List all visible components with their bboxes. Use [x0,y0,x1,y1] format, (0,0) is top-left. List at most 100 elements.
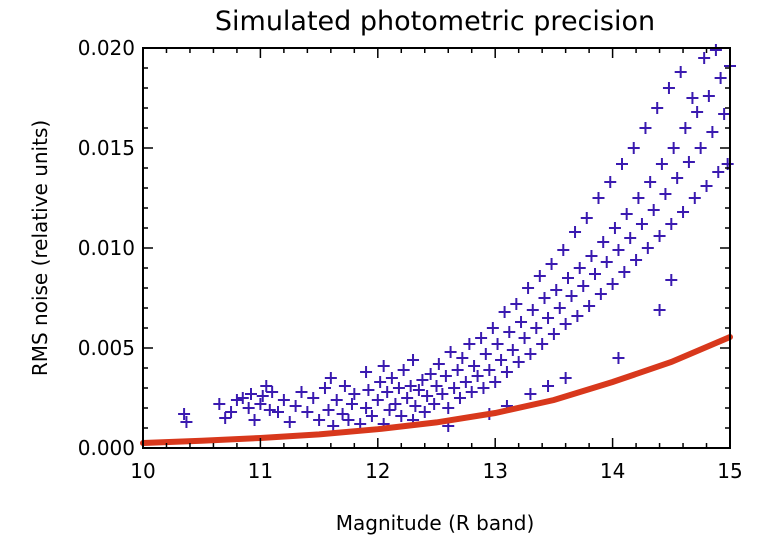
scatter-point [327,420,340,432]
scatter-point [515,316,528,328]
scatter-point [498,306,511,318]
scatter-point [620,208,633,220]
scatter-point [260,380,273,392]
scatter-point [336,408,349,420]
scatter-point [709,44,722,56]
scatter-point [313,414,326,426]
scatter-point [524,348,537,360]
scatter-point [225,406,238,418]
scatter-point [533,270,546,282]
scatter-point [381,386,394,398]
scatter-point [594,288,607,300]
scatter-point [545,258,558,270]
scatter-point [530,322,543,334]
scatter-point [236,392,249,404]
scatter-point [471,370,484,382]
scatter-point [580,212,593,224]
scatter-point [635,218,648,230]
scatter-point [263,404,276,416]
scatter-point [706,126,719,138]
scatter-point [444,346,457,358]
scatter-point [178,408,191,420]
scatter-point [256,390,269,402]
scatter-point [651,102,664,114]
scatter-point [486,322,499,334]
scatter-point [465,386,478,398]
scatter-point [412,384,425,396]
y-tick-label: 0.010 [78,236,135,260]
x-tick-label: 14 [600,459,625,483]
scatter-point [674,66,687,78]
scatter-point [682,156,695,168]
scatter-point [389,398,402,410]
scatter-point [392,382,405,394]
scatter-point [424,368,437,380]
scatter-point [254,398,267,410]
scatter-point [510,298,523,310]
scatter-point [318,382,331,394]
scatter-point [503,326,516,338]
scatter-point [592,192,605,204]
scatter-point [436,388,449,400]
scatter-point [632,192,645,204]
scatter-point [432,358,445,370]
scatter-point [665,218,678,230]
scatter-point [289,400,302,412]
scatter-point [677,206,690,218]
scatter-point [451,364,464,376]
scatter-point [526,304,539,316]
scatter-point [374,376,387,388]
scatter-point [547,328,560,340]
scatter-point [322,404,335,416]
scatter-point [301,406,314,418]
scatter-point [597,236,610,248]
scatter-point [600,256,613,268]
y-tick-label: 0.000 [78,436,135,460]
scatter-point [694,142,707,154]
scatter-point [463,338,476,350]
scatter-point [330,394,343,406]
scatter-point [512,356,525,368]
scatter-point [442,402,455,414]
scatter-point [213,398,226,410]
scatter-point [536,338,549,350]
scatter-point [272,406,285,418]
scatter-point [283,416,296,428]
scatter-point [524,388,537,400]
scatter-point [561,272,574,284]
scatter-point [365,410,378,422]
scatter-point [659,188,672,200]
scatter-point [655,158,668,170]
scatter-point [219,412,232,424]
scatter-point [615,158,628,170]
scatter-point [518,332,531,344]
scatter-point [653,230,666,242]
scatter-point [418,406,431,418]
x-tick-label: 11 [248,459,273,483]
scatter-point [421,390,434,402]
y-tick-label: 0.005 [78,336,135,360]
scatter-point [459,376,472,388]
scatter-point [686,92,699,104]
scatter-point [416,374,429,386]
scatter-point [624,232,637,244]
y-axis-label: RMS noise (relative units) [28,120,52,376]
scatter-point [630,254,643,266]
scatter-point [475,332,488,344]
scatter-point [606,278,619,290]
scatter-point [553,302,566,314]
scatter-point [608,222,621,234]
scatter-point [453,392,466,404]
scatter-point [407,354,420,366]
scatter-point [477,382,490,394]
x-axis-label: Magnitude (R band) [336,511,535,535]
scatter-point [585,250,598,262]
scatter-point [266,386,279,398]
scatter-point [489,376,502,388]
scatter-point [277,394,290,406]
scatter-point [456,352,469,364]
scatter-point [612,244,625,256]
scatter-point [712,166,725,178]
scatter-point [483,364,496,376]
